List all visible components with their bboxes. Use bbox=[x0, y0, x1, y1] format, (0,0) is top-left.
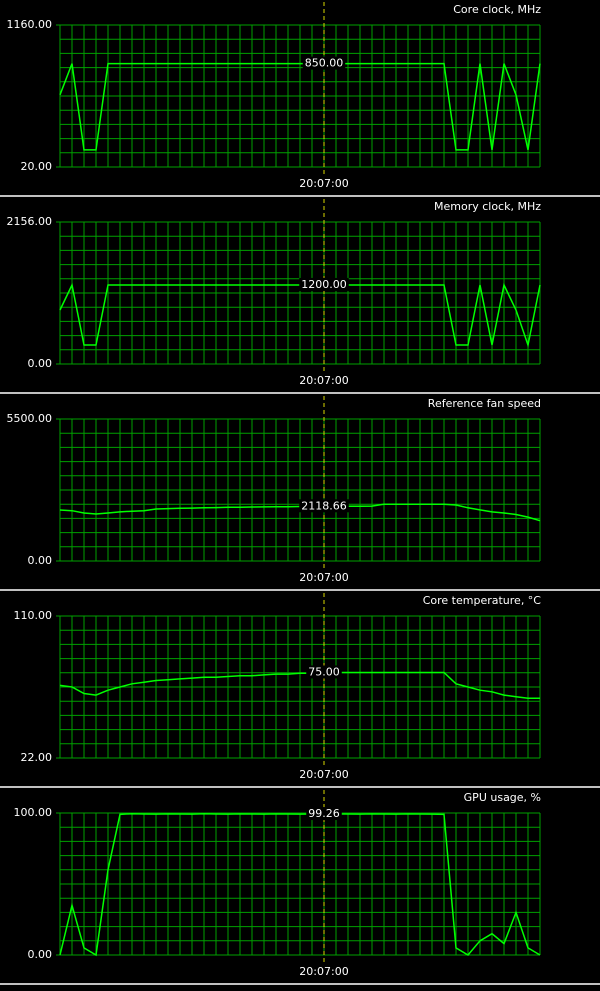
x-tick-label: 20:07:00 bbox=[299, 571, 348, 584]
cursor-value-label: 850.00 bbox=[305, 57, 344, 70]
chart-title: GPU usage, % bbox=[464, 791, 541, 804]
data-line bbox=[59, 62, 541, 151]
cursor-label-bg bbox=[302, 56, 346, 70]
chart-title: Core clock, MHz bbox=[453, 3, 541, 16]
data-line bbox=[59, 671, 540, 700]
y-tick-label: 0.00 bbox=[28, 357, 53, 370]
y-tick-label: 0.00 bbox=[28, 554, 53, 567]
x-tick-label: 20:07:00 bbox=[299, 374, 348, 387]
y-tick-label: 0.00 bbox=[28, 948, 53, 961]
cursor-label-bg bbox=[306, 665, 342, 679]
cursor-value-label: 2118.66 bbox=[301, 499, 347, 512]
cursor-label-bg bbox=[299, 277, 349, 291]
y-tick-label: 110.00 bbox=[14, 609, 53, 622]
y-tick-label: 100.00 bbox=[14, 806, 53, 819]
x-tick-label: 20:07:00 bbox=[299, 177, 348, 190]
chart-title: Reference fan speed bbox=[428, 397, 541, 410]
chart-title: Core temperature, °C bbox=[423, 594, 542, 607]
chart-title: Memory clock, MHz bbox=[434, 200, 541, 213]
cursor-value-label: 1200.00 bbox=[301, 278, 347, 291]
x-tick-label: 20:07:00 bbox=[299, 965, 348, 978]
data-line bbox=[59, 812, 541, 957]
cursor-value-label: 99.26 bbox=[308, 807, 340, 820]
y-tick-label: 5500.00 bbox=[7, 412, 53, 425]
y-tick-label: 22.00 bbox=[21, 751, 53, 764]
y-tick-label: 2156.00 bbox=[7, 215, 53, 228]
y-tick-label: 1160.00 bbox=[7, 18, 53, 31]
cursor-value-label: 75.00 bbox=[308, 665, 340, 678]
cursor-label-bg bbox=[306, 807, 342, 821]
y-tick-label: 20.00 bbox=[21, 160, 53, 173]
x-tick-label: 20:07:00 bbox=[299, 768, 348, 781]
cursor-label-bg bbox=[299, 499, 349, 513]
